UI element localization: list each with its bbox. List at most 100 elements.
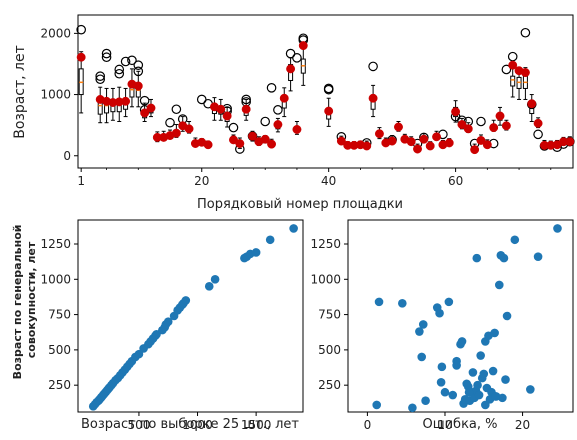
y-tick-label: 1000 xyxy=(40,88,71,102)
scatter-point xyxy=(468,368,478,377)
scatter-point xyxy=(418,320,428,329)
mean-point xyxy=(216,104,226,114)
mean-point xyxy=(273,120,283,129)
box-flier xyxy=(228,122,239,133)
bottom-left-chart-xlabel: Возраст по выборке 25 шт., лет xyxy=(81,417,299,432)
scatter-point xyxy=(472,253,482,263)
x-tick-label: 20 xyxy=(194,174,209,188)
mean-point xyxy=(184,124,194,134)
y-tick-label: 1250 xyxy=(310,237,341,251)
box-flier xyxy=(273,105,283,115)
x-tick-label: 1 xyxy=(77,174,85,188)
y-tick-label: 500 xyxy=(318,343,341,357)
mean-point xyxy=(432,132,442,142)
scatter-point xyxy=(436,378,446,387)
mean-point xyxy=(387,136,397,146)
bottom-left-chart-axes: 500 1000 1500 250 500 750 1000 1250 xyxy=(40,237,271,432)
bottom-left-chart-ylabel: Возраст по генеральной совокупности, лет xyxy=(11,221,38,380)
mean-point xyxy=(508,60,518,70)
bottom-right-chart-frame xyxy=(347,219,574,413)
mean-point xyxy=(292,124,302,134)
mean-point xyxy=(260,134,270,144)
mean-point xyxy=(286,64,296,74)
scatter-point xyxy=(265,235,275,245)
mean-point xyxy=(463,124,473,134)
mean-point xyxy=(533,118,543,128)
mean-point xyxy=(470,145,480,155)
mean-point xyxy=(368,93,378,103)
x-tick-label: 0 xyxy=(364,418,372,432)
box-flier xyxy=(241,94,251,105)
scatter-point xyxy=(491,392,500,401)
box-flier xyxy=(95,74,106,85)
scatter-point xyxy=(181,296,191,305)
mean-point xyxy=(76,52,86,62)
scatter-point xyxy=(398,298,407,308)
mean-point xyxy=(203,140,213,150)
bottom-right-chart-xlabel: Ошибка, % xyxy=(422,417,497,432)
mean-point xyxy=(451,107,461,117)
scatter-point xyxy=(417,352,427,362)
scatter-point xyxy=(479,369,489,379)
scatter-point xyxy=(526,385,535,394)
scatter-point xyxy=(502,311,512,321)
mean-point xyxy=(527,99,537,109)
scatter-point xyxy=(474,390,484,400)
box-flier xyxy=(114,68,125,79)
mean-point xyxy=(413,144,422,154)
mean-point xyxy=(146,103,156,113)
mean-point xyxy=(406,137,416,147)
box-flier xyxy=(133,60,144,70)
bottom-right-chart-marks xyxy=(372,224,562,413)
mean-point xyxy=(565,137,575,147)
mean-point xyxy=(482,140,492,150)
mean-point xyxy=(476,136,486,145)
scatter-point xyxy=(498,393,507,403)
mean-point xyxy=(171,128,181,138)
box-flier xyxy=(476,116,486,127)
scatter-point xyxy=(448,390,458,400)
bottom-left-chart-frame xyxy=(77,219,304,413)
mean-point xyxy=(324,106,334,116)
mean-point xyxy=(495,111,505,121)
bottom-left-chart-marks xyxy=(88,224,298,411)
scatter-point xyxy=(501,375,510,384)
scatter-point xyxy=(163,317,173,326)
x-tick-label: 500 xyxy=(127,418,150,432)
mean-point xyxy=(419,134,429,144)
bottom-right-chart: 0 10 20 250 500 750 1000 1250 Ошибка, % xyxy=(310,219,574,432)
box-flier xyxy=(101,52,112,63)
mean-point xyxy=(267,139,277,149)
mean-point xyxy=(501,121,511,131)
mean-point xyxy=(222,111,232,121)
mean-point xyxy=(374,129,384,139)
mean-point xyxy=(140,108,150,118)
scatter-point xyxy=(204,282,214,291)
top-chart-marks xyxy=(76,24,575,170)
bottom-left-ylabel-line-2: совокупности, лет xyxy=(25,241,38,358)
scatter-point xyxy=(440,387,450,397)
y-tick-label: 750 xyxy=(318,308,341,322)
y-tick-label: 1000 xyxy=(310,272,341,286)
x-tick-label: 10 xyxy=(437,418,452,432)
mean-point xyxy=(298,41,308,51)
y-tick-label: 250 xyxy=(48,378,71,392)
box-flier xyxy=(101,48,112,59)
mean-point xyxy=(279,93,289,103)
x-tick-label: 60 xyxy=(448,174,463,188)
bottom-left-chart: 500 1000 1500 250 500 750 1000 1250 Возраст по … xyxy=(11,219,304,432)
box-flier xyxy=(368,61,378,72)
scatter-point xyxy=(444,297,454,307)
scatter-point xyxy=(210,274,220,284)
box-flier xyxy=(120,56,131,67)
scatter-point xyxy=(134,349,144,359)
scatter-point xyxy=(408,403,417,413)
y-tick-label: 2000 xyxy=(40,26,71,40)
mean-point xyxy=(248,131,257,141)
mean-point xyxy=(489,123,499,133)
box-flier xyxy=(266,83,277,93)
scatter-point xyxy=(553,224,562,233)
box-flier xyxy=(95,71,106,81)
box-flier xyxy=(139,95,150,106)
